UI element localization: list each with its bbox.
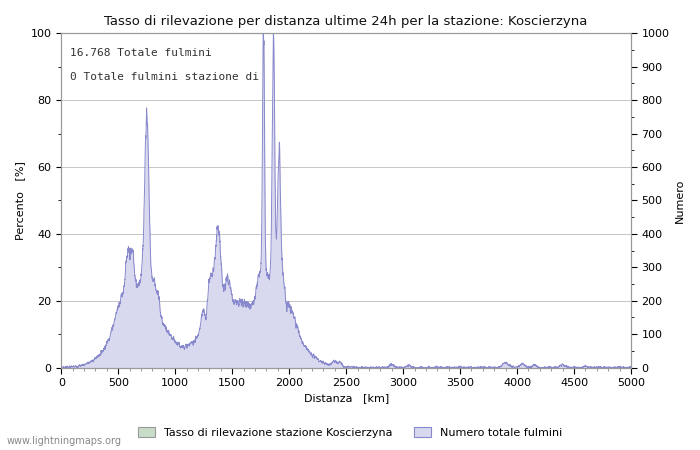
Legend: Tasso di rilevazione stazione Koscierzyna, Numero totale fulmini: Tasso di rilevazione stazione Koscierzyn… [134,423,566,442]
Text: 16.768 Totale fulmini: 16.768 Totale fulmini [70,48,211,58]
Text: www.lightningmaps.org: www.lightningmaps.org [7,436,122,446]
Title: Tasso di rilevazione per distanza ultime 24h per la stazione: Koscierzyna: Tasso di rilevazione per distanza ultime… [104,15,588,28]
Y-axis label: Percento   [%]: Percento [%] [15,161,25,240]
Text: 0 Totale fulmini stazione di: 0 Totale fulmini stazione di [70,72,259,82]
Y-axis label: Numero: Numero [675,178,685,223]
X-axis label: Distanza   [km]: Distanza [km] [304,393,389,404]
